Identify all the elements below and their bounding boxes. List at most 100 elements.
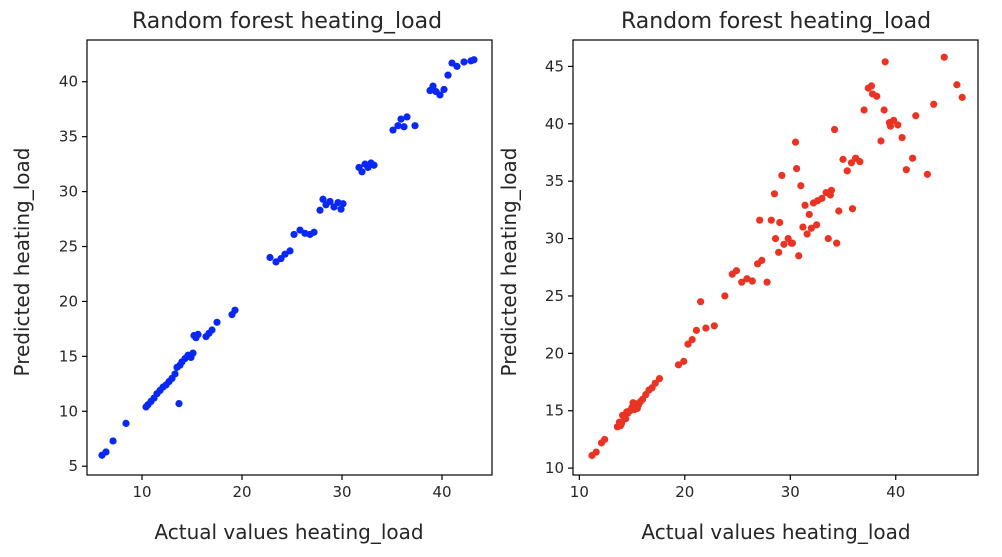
right-data-point bbox=[787, 239, 795, 247]
left-data-point bbox=[122, 419, 130, 427]
right-data-point bbox=[655, 374, 664, 383]
right-data-point bbox=[601, 435, 609, 444]
right-scatter-panel: Random forest heating_load 10 20 30 40 10 15… bbox=[497, 9, 979, 544]
left-data-point bbox=[190, 331, 198, 340]
right-data-point bbox=[651, 379, 659, 387]
left-data-point bbox=[316, 206, 324, 214]
right-data-point bbox=[958, 93, 966, 101]
right-data-point bbox=[848, 205, 857, 213]
right-data-point bbox=[912, 112, 920, 120]
right-data-point bbox=[732, 267, 741, 275]
left-y-ticks: 5 10 15 20 25 30 35 40 bbox=[59, 73, 87, 475]
right-data-point bbox=[721, 292, 729, 300]
right-data-point bbox=[799, 223, 807, 231]
right-data-point bbox=[807, 224, 815, 232]
left-data-point bbox=[389, 126, 397, 134]
right-data-point bbox=[616, 422, 625, 430]
left-y-tick-label: 5 bbox=[68, 457, 78, 475]
left-data-point bbox=[403, 113, 411, 121]
left-plot-frame bbox=[86, 39, 493, 476]
left-data-point bbox=[429, 82, 437, 90]
right-data-point bbox=[827, 186, 835, 194]
right-data-point bbox=[856, 158, 864, 166]
right-data-point bbox=[867, 82, 876, 90]
right-data-point bbox=[930, 100, 938, 108]
right-data-point bbox=[629, 399, 637, 407]
left-data-point bbox=[411, 122, 419, 130]
right-data-point bbox=[835, 207, 843, 215]
right-x-tick-label: 10 bbox=[570, 483, 589, 501]
right-data-point bbox=[833, 239, 841, 247]
right-data-point bbox=[738, 278, 746, 286]
left-y-tick-label: 20 bbox=[59, 292, 78, 310]
right-y-tick-label: 40 bbox=[545, 115, 564, 133]
right-data-point bbox=[847, 159, 856, 167]
left-y-tick-label: 35 bbox=[59, 128, 78, 146]
left-data-point bbox=[460, 58, 468, 66]
left-data-point bbox=[339, 200, 347, 208]
left-y-tick-label: 25 bbox=[59, 238, 78, 256]
left-data-point bbox=[208, 326, 216, 334]
right-data-point bbox=[839, 155, 847, 163]
right-data-point bbox=[801, 201, 809, 209]
left-data-point bbox=[394, 122, 402, 130]
right-data-point bbox=[763, 278, 771, 286]
right-data-point bbox=[680, 357, 688, 365]
left-data-point bbox=[286, 247, 294, 255]
right-data-point bbox=[953, 81, 961, 89]
right-data-point bbox=[818, 194, 826, 202]
left-data-point bbox=[337, 205, 345, 213]
left-data-point bbox=[436, 91, 444, 99]
right-data-point bbox=[697, 298, 705, 306]
right-data-point bbox=[778, 171, 786, 180]
left-chart-title: Random forest heating_load bbox=[132, 9, 442, 34]
right-data-point bbox=[748, 277, 756, 285]
right-data-point bbox=[877, 137, 885, 145]
right-y-tick-label: 20 bbox=[545, 344, 564, 362]
right-data-point bbox=[890, 116, 898, 124]
right-y-tick-label: 35 bbox=[545, 172, 564, 190]
right-chart-title: Random forest heating_load bbox=[621, 9, 931, 34]
left-data-point bbox=[400, 123, 408, 131]
left-data-point bbox=[453, 62, 461, 70]
left-data-point bbox=[319, 195, 327, 203]
left-x-axis-label: Actual values heating_load bbox=[154, 520, 423, 544]
left-data-point bbox=[189, 349, 197, 357]
right-data-point bbox=[940, 53, 948, 61]
left-data-point bbox=[358, 168, 366, 176]
right-data-point bbox=[813, 221, 821, 229]
right-data-point bbox=[792, 164, 801, 173]
right-data-point bbox=[710, 322, 718, 330]
left-data-point bbox=[213, 318, 221, 326]
right-data-point bbox=[909, 154, 917, 162]
right-data-point bbox=[702, 324, 710, 332]
right-x-tick-label: 20 bbox=[675, 483, 694, 501]
left-data-point bbox=[440, 85, 448, 94]
right-data-point bbox=[674, 361, 683, 369]
right-y-tick-label: 10 bbox=[545, 459, 564, 477]
left-data-point bbox=[444, 71, 452, 79]
right-data-point bbox=[902, 166, 910, 174]
left-data-point bbox=[231, 306, 239, 314]
left-data-point bbox=[397, 115, 405, 123]
right-data-point bbox=[923, 170, 931, 178]
right-data-point bbox=[767, 216, 775, 224]
left-y-tick-label: 40 bbox=[59, 73, 78, 91]
right-data-point bbox=[830, 125, 839, 134]
left-data-point bbox=[326, 197, 334, 206]
right-data-point bbox=[843, 167, 851, 175]
right-x-axis-label: Actual values heating_load bbox=[641, 520, 910, 544]
right-data-point bbox=[775, 248, 783, 256]
right-data-point bbox=[756, 216, 764, 224]
left-data-point bbox=[470, 56, 478, 64]
left-data-point bbox=[109, 437, 117, 445]
right-y-axis-label: Predicted heating_load bbox=[497, 148, 521, 377]
right-data-point bbox=[873, 92, 881, 100]
right-data-point bbox=[805, 210, 813, 219]
right-data-point bbox=[592, 448, 600, 456]
right-x-ticks: 10 20 30 40 bbox=[570, 475, 905, 501]
left-data-point bbox=[370, 161, 378, 169]
right-data-point bbox=[881, 58, 889, 66]
left-x-tick-label: 10 bbox=[132, 483, 151, 501]
left-x-ticks: 10 20 30 40 bbox=[132, 475, 452, 501]
